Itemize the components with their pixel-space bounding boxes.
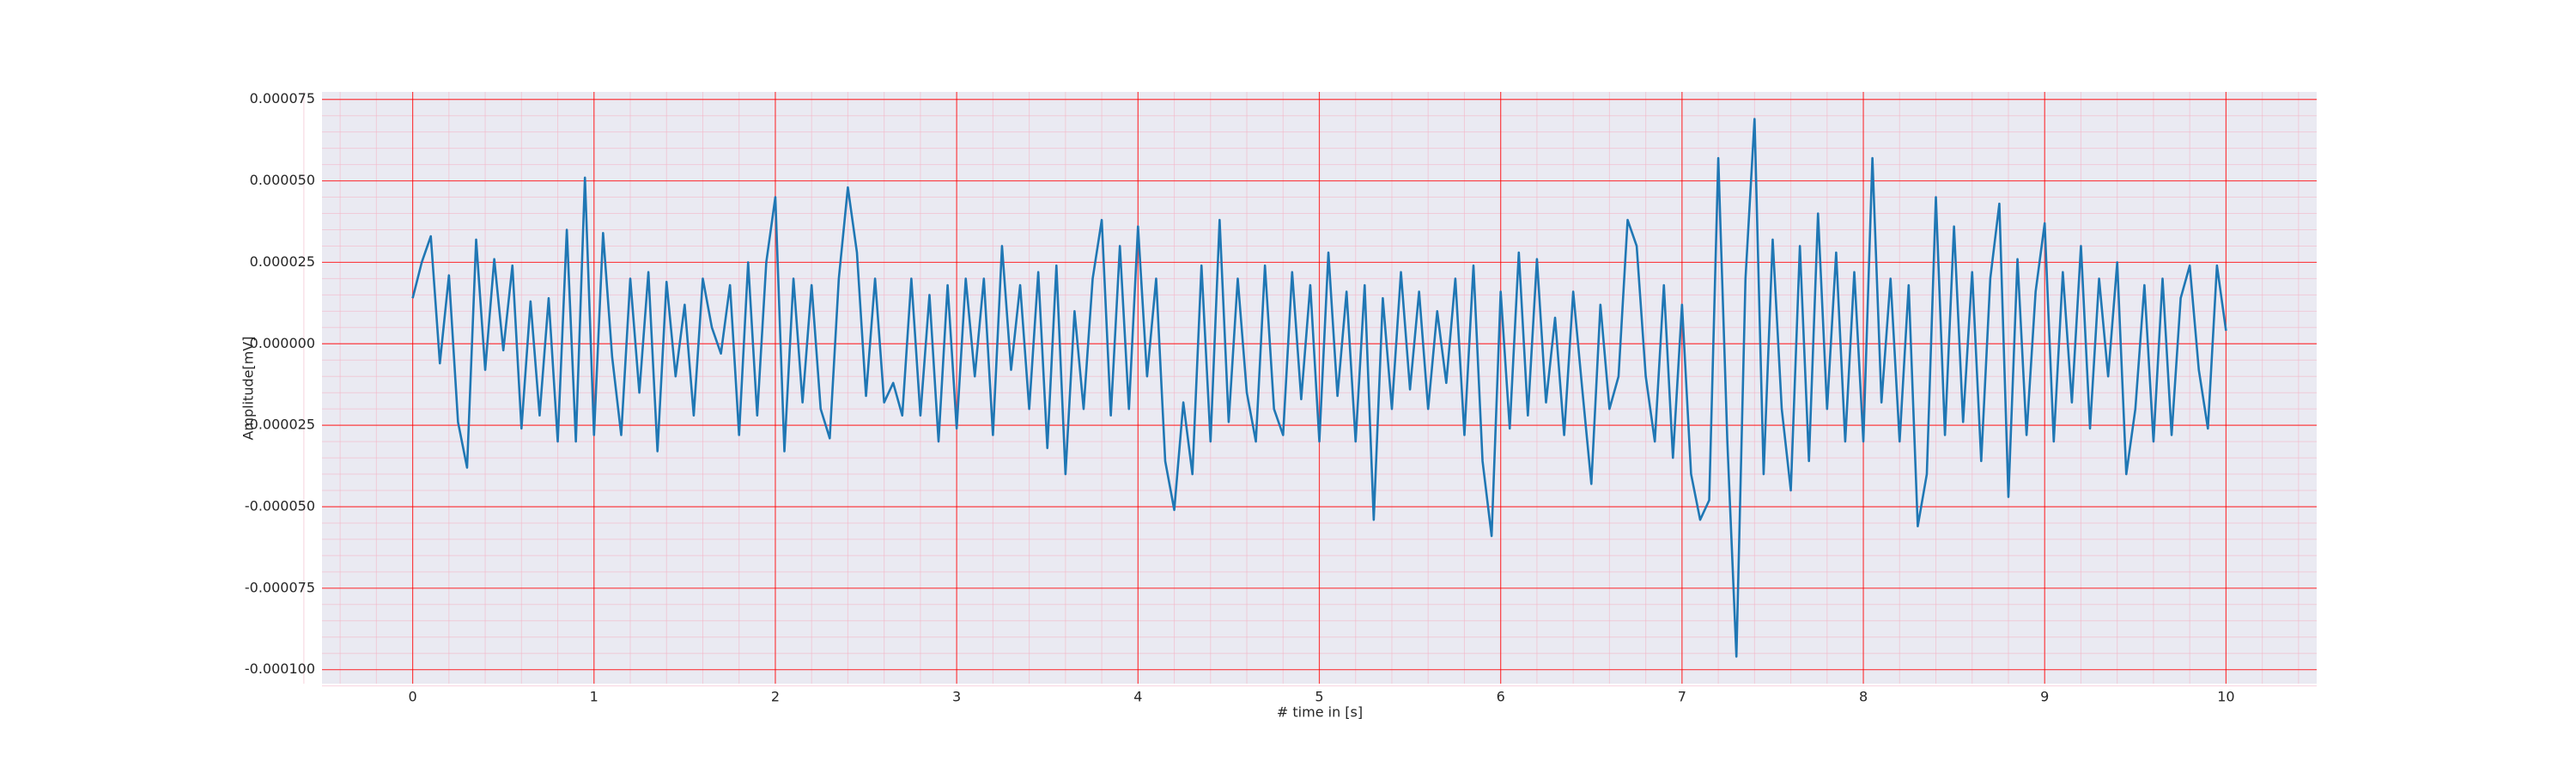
x-tick-label: 3 xyxy=(952,689,961,705)
signal-line xyxy=(411,118,2227,658)
x-tick-label: 5 xyxy=(1315,689,1323,705)
y-tick-label: 0.000075 xyxy=(250,90,315,107)
y-tick-label: -0.000100 xyxy=(245,660,315,677)
x-tick-label: 8 xyxy=(1859,689,1868,705)
y-tick-label: -0.000075 xyxy=(245,579,315,595)
x-tick-label: 10 xyxy=(2217,689,2234,705)
y-tick-label: 0.000025 xyxy=(250,253,315,270)
x-tick-label: 1 xyxy=(590,689,598,705)
x-tick-label: 0 xyxy=(408,689,416,705)
y-tick-label: 0.000050 xyxy=(250,172,315,188)
y-tick-label: 0.000000 xyxy=(250,335,315,351)
y-tick-label: -0.000050 xyxy=(245,497,315,514)
x-tick-label: 4 xyxy=(1133,689,1142,705)
x-tick-label: 2 xyxy=(771,689,780,705)
y-tick-label: -0.000025 xyxy=(245,417,315,433)
x-tick-label: 9 xyxy=(2040,689,2049,705)
y-axis-label: Amplitude[mV] xyxy=(240,336,257,440)
x-tick-label: 6 xyxy=(1497,689,1505,705)
x-axis-label: # time in [s] xyxy=(1277,704,1363,721)
x-tick-label: 7 xyxy=(1678,689,1686,705)
